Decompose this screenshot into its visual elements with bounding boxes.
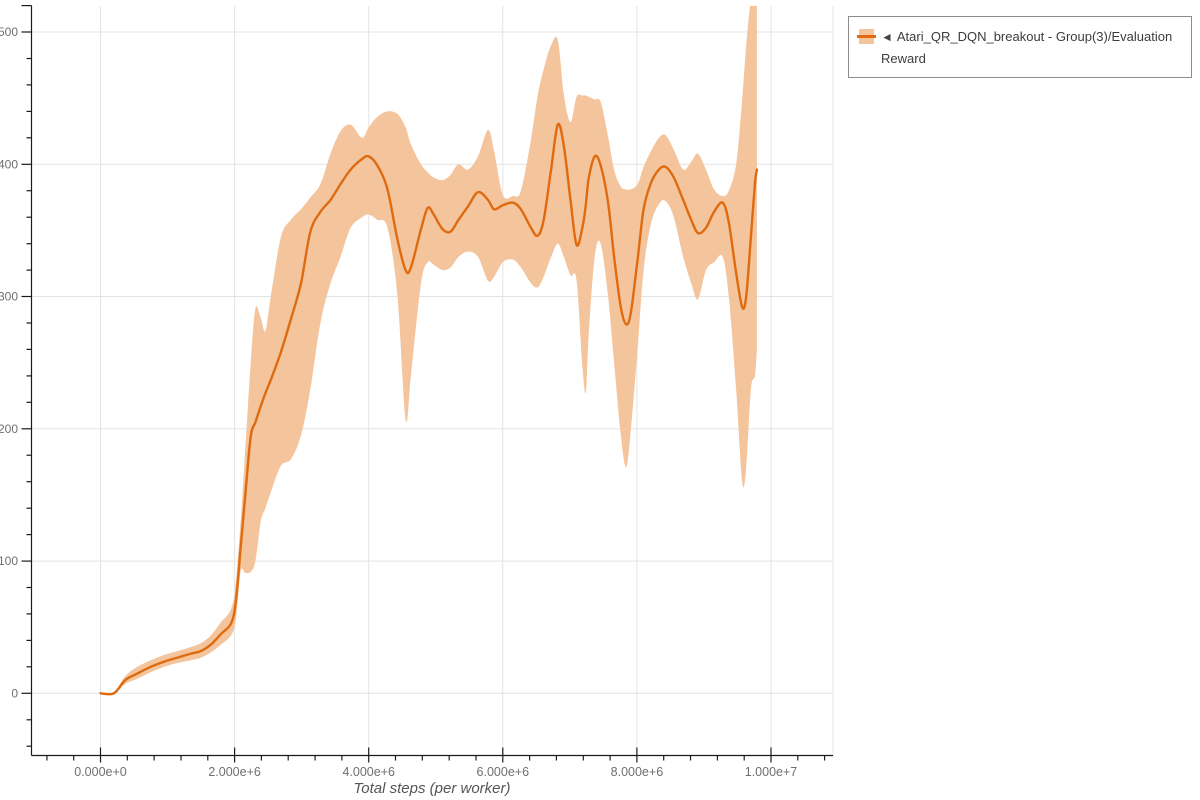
- x-tick-label: 4.000e+6: [342, 765, 395, 779]
- gridlines: [31, 6, 834, 756]
- y-tick-label: 500: [0, 25, 18, 39]
- y-tick-label: 400: [0, 157, 18, 171]
- x-tick-label: 2.000e+6: [208, 765, 261, 779]
- mean-line: [99, 122, 759, 696]
- y-tick-label: 200: [0, 422, 18, 436]
- x-tick-label: 1.000e+7: [745, 765, 798, 779]
- legend-swatch-icon: [857, 29, 876, 44]
- legend-run-name: Atari_QR_DQN_breakout - Group(3)/Evaluat…: [881, 29, 1173, 66]
- x-axis-title: Total steps (per worker): [353, 780, 511, 797]
- x-tick-label: 6.000e+6: [477, 765, 530, 779]
- axes: [21, 4, 833, 763]
- x-tick-label: 8.000e+6: [611, 765, 664, 779]
- tick-labels: 0 100 200 300 400 500 0.000e+0 2.000e+6 4.000e+6…: [0, 25, 797, 779]
- y-tick-label: 300: [0, 290, 18, 304]
- y-tick-label: 0: [11, 686, 18, 700]
- x-tick-label: 0.000e+0: [74, 765, 127, 779]
- confidence-band: [100, 6, 757, 694]
- legend[interactable]: ◄ Atari_QR_DQN_breakout - Group(3)/Evalua…: [848, 16, 1192, 78]
- legend-marker-icon: ◄: [881, 30, 893, 44]
- y-tick-label: 100: [0, 554, 18, 568]
- legend-label: ◄ Atari_QR_DQN_breakout - Group(3)/Evalua…: [881, 26, 1181, 69]
- legend-swatch-line-icon: [857, 35, 876, 38]
